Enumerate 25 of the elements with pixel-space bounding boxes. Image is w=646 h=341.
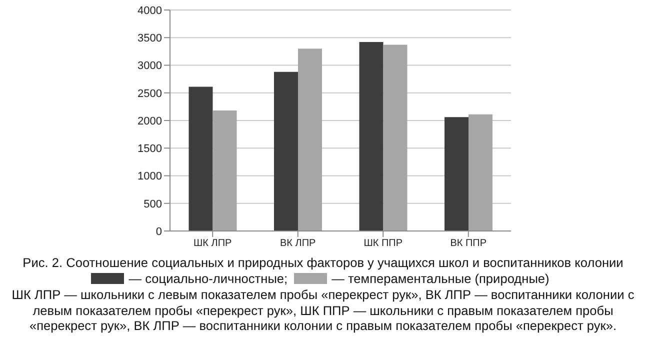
bar bbox=[359, 42, 384, 231]
y-tick-label: 1000 bbox=[138, 170, 162, 183]
y-tick-label: 4000 bbox=[138, 4, 162, 17]
x-tick-label: ШК ППР bbox=[364, 238, 403, 250]
y-tick-label: 1500 bbox=[138, 143, 162, 156]
y-tick-label: 500 bbox=[144, 198, 162, 210]
y-tick-label: 2000 bbox=[138, 115, 162, 128]
bar bbox=[383, 44, 408, 231]
text: ШК ЛПР — школьники с левым показателем пробы «перекрест рук», ВК ЛПР — воспитанники колонии с левым показателем пробы «перекрест рук», ШК ППР — школьники с правым показателем пробы «перекрест рук», ВК ЛПР — воспитанники колонии с правым показателем пробы «перекрест рук». bbox=[10, 287, 636, 334]
y-tick-label: 3000 bbox=[138, 60, 162, 72]
bar bbox=[298, 48, 322, 231]
text: Рис. 2. Соотношение социальных и природных факторов у учащихся школ и воспитанников колонии bbox=[22, 255, 624, 270]
bar bbox=[188, 86, 213, 231]
x-tick-label: ВК ЛПР bbox=[280, 238, 316, 250]
bar bbox=[468, 114, 493, 231]
legend-label: — социально-личностные; bbox=[128, 271, 288, 286]
bar bbox=[444, 117, 469, 231]
x-tick-label: ШК ЛПР bbox=[194, 238, 232, 250]
y-tick-label: 3500 bbox=[138, 32, 162, 45]
bar bbox=[212, 110, 237, 231]
y-tick-label: 2500 bbox=[138, 88, 162, 100]
bar bbox=[274, 72, 298, 231]
y-tick-label: 0 bbox=[156, 226, 162, 238]
x-tick-label: ВК ППР bbox=[450, 238, 487, 250]
legend-label: — темпераментальные (природные) bbox=[330, 271, 550, 286]
